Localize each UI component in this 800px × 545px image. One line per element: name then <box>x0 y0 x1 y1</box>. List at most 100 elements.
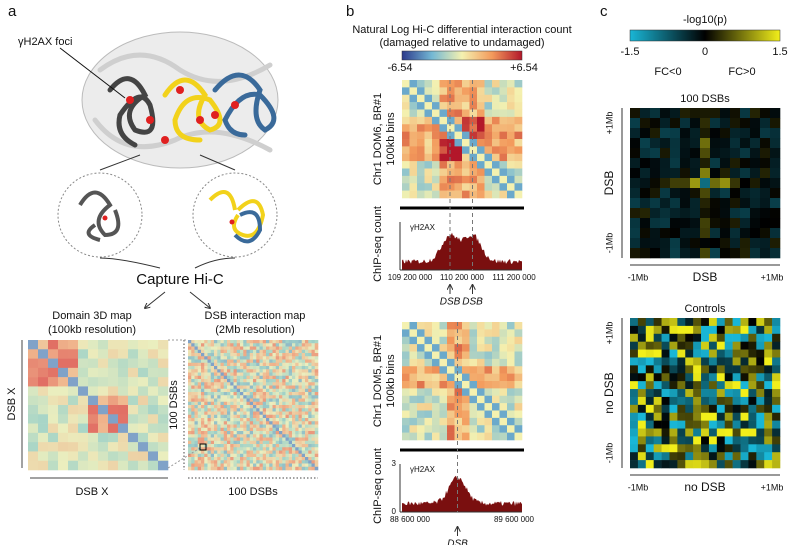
heatmap-cell <box>492 381 500 389</box>
axis-label: Chr1 DOM6, BR#1 <box>372 93 384 185</box>
heatmap-cell <box>760 238 771 249</box>
heatmap-cell <box>760 118 771 129</box>
heatmap-cell <box>246 450 251 455</box>
heatmap-cell <box>402 366 410 374</box>
heatmap-cell <box>266 388 270 393</box>
heatmap-cell <box>223 418 228 422</box>
heatmap-cell <box>272 359 277 364</box>
heatmap-cell <box>292 431 296 435</box>
heatmap-cell <box>220 427 225 432</box>
heatmap-cell <box>661 396 670 406</box>
heatmap-cell <box>311 447 316 451</box>
heatmap-cell <box>210 375 215 380</box>
heatmap-cell <box>301 431 306 435</box>
heatmap-cell <box>197 382 202 386</box>
heatmap-cell <box>201 405 205 409</box>
y-tick-label: +1Mb <box>604 322 614 345</box>
heatmap-cell <box>645 349 654 358</box>
heatmap-cell <box>262 453 267 458</box>
heatmap-cell <box>197 379 202 383</box>
heatmap-cell <box>68 451 79 462</box>
heatmap-cell <box>266 463 270 468</box>
heatmap-cell <box>227 405 231 409</box>
heatmap-cell <box>630 404 639 414</box>
heatmap-cell <box>253 369 257 373</box>
heatmap-cell <box>690 158 701 169</box>
heatmap-cell <box>223 408 228 412</box>
heatmap-cell <box>275 447 280 451</box>
heatmap-cell <box>138 460 149 471</box>
heatmap-cell <box>305 405 309 409</box>
heatmap-cell <box>108 358 119 369</box>
heatmap-cell <box>207 356 212 360</box>
heatmap-cell <box>259 392 264 396</box>
heatmap-cell <box>201 343 205 347</box>
heatmap-cell <box>68 423 79 434</box>
heatmap-cell <box>685 420 694 429</box>
heatmap-cell <box>256 395 260 399</box>
heatmap-cell <box>240 385 244 390</box>
heatmap-cell <box>233 414 238 419</box>
heatmap-cell <box>462 322 470 330</box>
heatmap-cell <box>207 453 212 458</box>
heatmap-cell <box>650 218 661 229</box>
heatmap-cell <box>447 329 455 338</box>
heatmap-cell <box>748 341 757 350</box>
heatmap-cell <box>282 372 286 377</box>
heatmap-cell <box>447 161 455 169</box>
heatmap-cell <box>730 138 741 149</box>
heatmap-cell <box>314 421 319 425</box>
heatmap-cell <box>266 447 270 451</box>
heatmap-cell <box>262 349 267 354</box>
heatmap-cell <box>730 148 741 159</box>
heatmap-cell <box>223 414 228 419</box>
heatmap-cell <box>499 417 508 426</box>
heatmap-cell <box>499 146 508 155</box>
heatmap-cell <box>78 358 89 369</box>
heatmap-cell <box>670 218 681 229</box>
heatmap-cell <box>272 431 277 435</box>
heatmap-cell <box>28 367 39 378</box>
heatmap-cell <box>68 442 79 452</box>
heatmap-cell <box>217 372 221 377</box>
heatmap-cell <box>253 466 257 471</box>
heatmap-cell <box>764 428 773 437</box>
heatmap-cell <box>223 366 228 370</box>
heatmap-cell <box>108 432 119 443</box>
heatmap-cell <box>292 385 296 390</box>
heatmap-cell <box>266 366 270 370</box>
heatmap-cell <box>48 405 59 415</box>
heatmap-cell <box>194 356 199 360</box>
heatmap-cell <box>417 381 425 389</box>
heatmap-cell <box>191 375 195 380</box>
heatmap-cell <box>693 389 702 398</box>
heatmap-cell <box>249 466 254 471</box>
heatmap-cell <box>210 444 215 448</box>
x-tick-label: 110 200 000 <box>440 273 484 282</box>
heatmap-cell <box>409 329 418 338</box>
heatmap-cell <box>282 353 286 357</box>
heatmap-cell <box>314 431 319 435</box>
heatmap-cell <box>653 460 662 469</box>
heatmap-cell <box>292 450 296 455</box>
heatmap-cell <box>499 432 508 441</box>
heatmap-cell <box>253 453 257 458</box>
heatmap-cell <box>78 367 89 378</box>
heatmap-cell <box>760 108 771 119</box>
heatmap-cell <box>240 434 244 438</box>
arrow <box>189 291 210 308</box>
heatmap-cell <box>288 463 293 468</box>
heatmap-cell <box>279 463 283 468</box>
heatmap-cell <box>447 425 455 433</box>
heatmap-cell <box>194 359 199 364</box>
heatmap-cell <box>68 414 79 424</box>
heatmap-cell <box>275 372 280 377</box>
heatmap-cell <box>301 392 306 396</box>
heatmap-cell <box>417 410 425 419</box>
heatmap-cell <box>98 340 109 350</box>
heatmap-cell <box>118 442 129 452</box>
heatmap-cell <box>669 436 678 445</box>
heatmap-cell <box>637 318 647 327</box>
heatmap-cell <box>653 436 662 445</box>
heatmap-cell <box>253 362 257 367</box>
